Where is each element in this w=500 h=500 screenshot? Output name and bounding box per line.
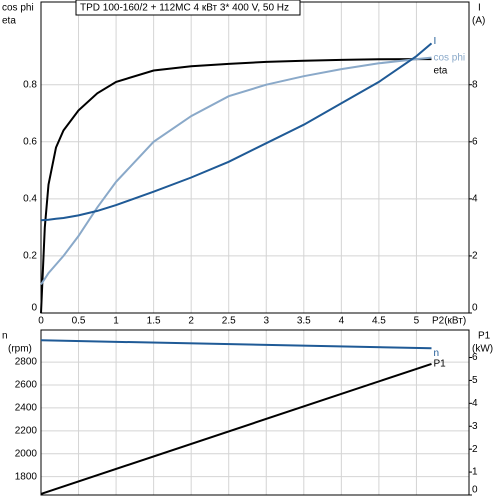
header: TPD 100-160/2 + 112MC 4 кВт 3* 400 V, 50… (80, 3, 289, 14)
series-line (40, 42, 433, 222)
y-tick-label: 0.2 (23, 251, 37, 262)
y2-axis-title: P1 (478, 331, 491, 342)
series-label: eta (433, 66, 447, 77)
x-tick-label: 4 (339, 316, 345, 327)
y2-tick-label: 4 (472, 398, 478, 409)
y-tick-label: 2400 (15, 403, 38, 414)
series-line (40, 58, 432, 314)
y2-tick-label: 0 (472, 485, 478, 496)
series-label: n (433, 348, 439, 359)
y2-tick-label: 0 (472, 303, 478, 314)
y2-tick-label: 6 (472, 136, 478, 147)
y-tick-label: 2200 (15, 425, 38, 436)
y-axis-unit: (rpm) (8, 344, 32, 355)
x-tick-label: 3.5 (297, 316, 311, 327)
bottom-panel-frame (40, 329, 470, 496)
y-tick-label: 2600 (15, 380, 38, 391)
y2-tick-label: 4 (472, 194, 478, 205)
x-tick-label: 1 (113, 316, 119, 327)
y-axis-title: eta (2, 16, 16, 27)
x-tick-label: 1.5 (147, 316, 161, 327)
series-label: cos phi (433, 52, 465, 63)
header-box (75, 0, 301, 16)
series-label: I (433, 36, 436, 47)
x-tick-label: 3 (263, 316, 269, 327)
x-tick-label: 5 (414, 316, 420, 327)
y2-tick-label: 2 (472, 444, 478, 455)
x-tick-label: 2.5 (222, 316, 236, 327)
y-axis-title: cos phi (2, 3, 34, 14)
series-line (40, 339, 432, 350)
x-tick-label: 0.5 (72, 316, 86, 327)
y-tick-label: 2800 (15, 357, 38, 368)
y-tick-label: 2000 (15, 448, 38, 459)
series-label: P1 (433, 359, 446, 370)
x-tick-label: 2 (188, 316, 194, 327)
series-line (40, 362, 432, 495)
x-tick-label: 0 (38, 316, 44, 327)
y2-tick-label: 8 (472, 79, 478, 90)
x-axis-title: P2(кВт) (432, 316, 466, 327)
y2-axis-unit: (kW) (472, 344, 493, 355)
y-tick-label: 0.8 (23, 79, 37, 90)
y-tick-label: 0.4 (23, 194, 37, 205)
y2-tick-label: 1 (472, 467, 478, 478)
x-tick-label: 4.5 (372, 316, 386, 327)
series-line (40, 56, 432, 286)
y-axis-title: n (2, 331, 8, 342)
y2-tick-label: 5 (472, 375, 478, 386)
y2-axis-unit: (A) (472, 16, 485, 27)
y-tick-label: 0.6 (23, 136, 37, 147)
y-tick-label: 1800 (15, 471, 38, 482)
y2-tick-label: 3 (472, 421, 478, 432)
top-panel-frame (40, 1, 470, 314)
y2-tick-label: 6 (472, 352, 478, 363)
y-tick-label: 0 (31, 303, 37, 314)
y2-axis-title: I (478, 3, 481, 14)
y2-tick-label: 2 (472, 251, 478, 262)
